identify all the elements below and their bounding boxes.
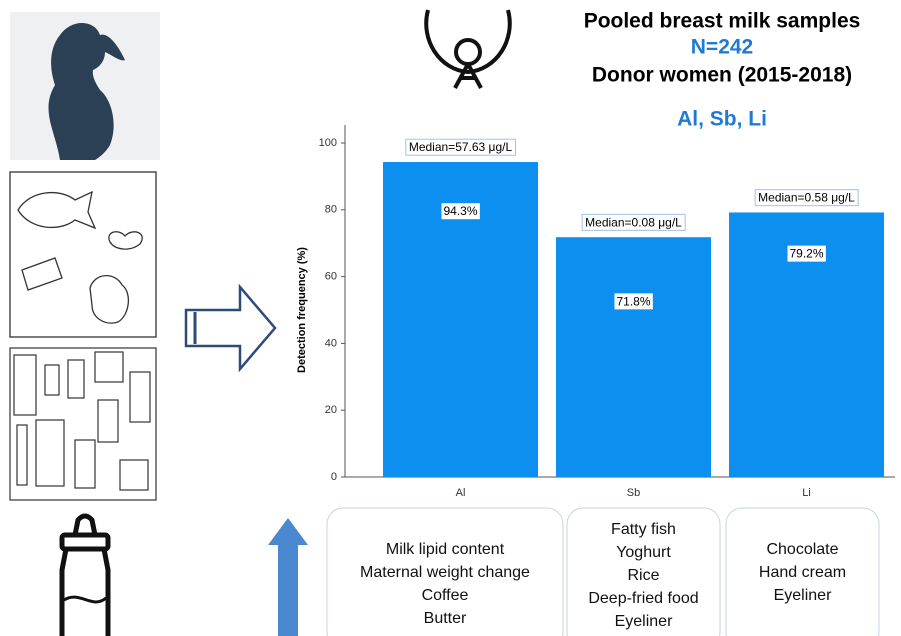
predictor: Fatty fish <box>611 521 676 538</box>
median-annotation: Median=0.08 μg/L <box>585 215 682 229</box>
y-tick-label: 0 <box>331 471 337 483</box>
food-icons <box>10 172 156 337</box>
predictor: Eyeliner <box>615 613 673 630</box>
y-tick-label: 40 <box>325 337 337 349</box>
elements: Al, Sb, Li <box>677 108 767 131</box>
header-line: N=242 <box>691 36 753 59</box>
x-tick-label: Al <box>456 487 466 499</box>
predictor: Coffee <box>422 587 469 604</box>
median-annotation: Median=57.63 μg/L <box>409 140 513 154</box>
predictor: Chocolate <box>766 541 838 558</box>
y-tick-label: 20 <box>325 404 337 416</box>
value-label: 79.2% <box>789 247 823 261</box>
breast-pump-icon <box>426 10 510 88</box>
predictor: Milk lipid content <box>386 541 505 558</box>
predictor: Deep-fried food <box>588 590 698 607</box>
predictor: Hand cream <box>759 564 846 581</box>
predictor: Rice <box>627 567 659 584</box>
predictor: Eyeliner <box>774 587 832 604</box>
graphical-abstract: Pooled breast milk samples N=242 Donor w… <box>0 0 901 636</box>
arrow-up <box>268 518 308 636</box>
predictor: Butter <box>424 610 467 627</box>
y-tick-label: 60 <box>325 271 337 283</box>
header-line: Pooled breast milk samples <box>584 10 861 33</box>
y-tick-label: 80 <box>325 204 337 216</box>
y-axis-label: Detection frequency (%) <box>296 247 308 373</box>
arrow-right <box>186 287 275 369</box>
pregnant-woman-icon <box>10 12 160 160</box>
y-tick-label: 100 <box>319 137 337 149</box>
x-tick-label: Li <box>802 487 811 499</box>
predictor: Yoghurt <box>616 544 671 561</box>
header-line: Donor women (2015-2018) <box>592 64 852 87</box>
baby-bottle-icon <box>62 516 108 636</box>
value-label: 94.3% <box>443 204 477 218</box>
x-tick-label: Sb <box>627 487 640 499</box>
bar <box>556 237 711 477</box>
cosmetics-icons <box>10 348 156 500</box>
predictor: Maternal weight change <box>360 564 530 581</box>
value-label: 71.8% <box>616 294 650 308</box>
median-annotation: Median=0.58 μg/L <box>758 191 855 205</box>
